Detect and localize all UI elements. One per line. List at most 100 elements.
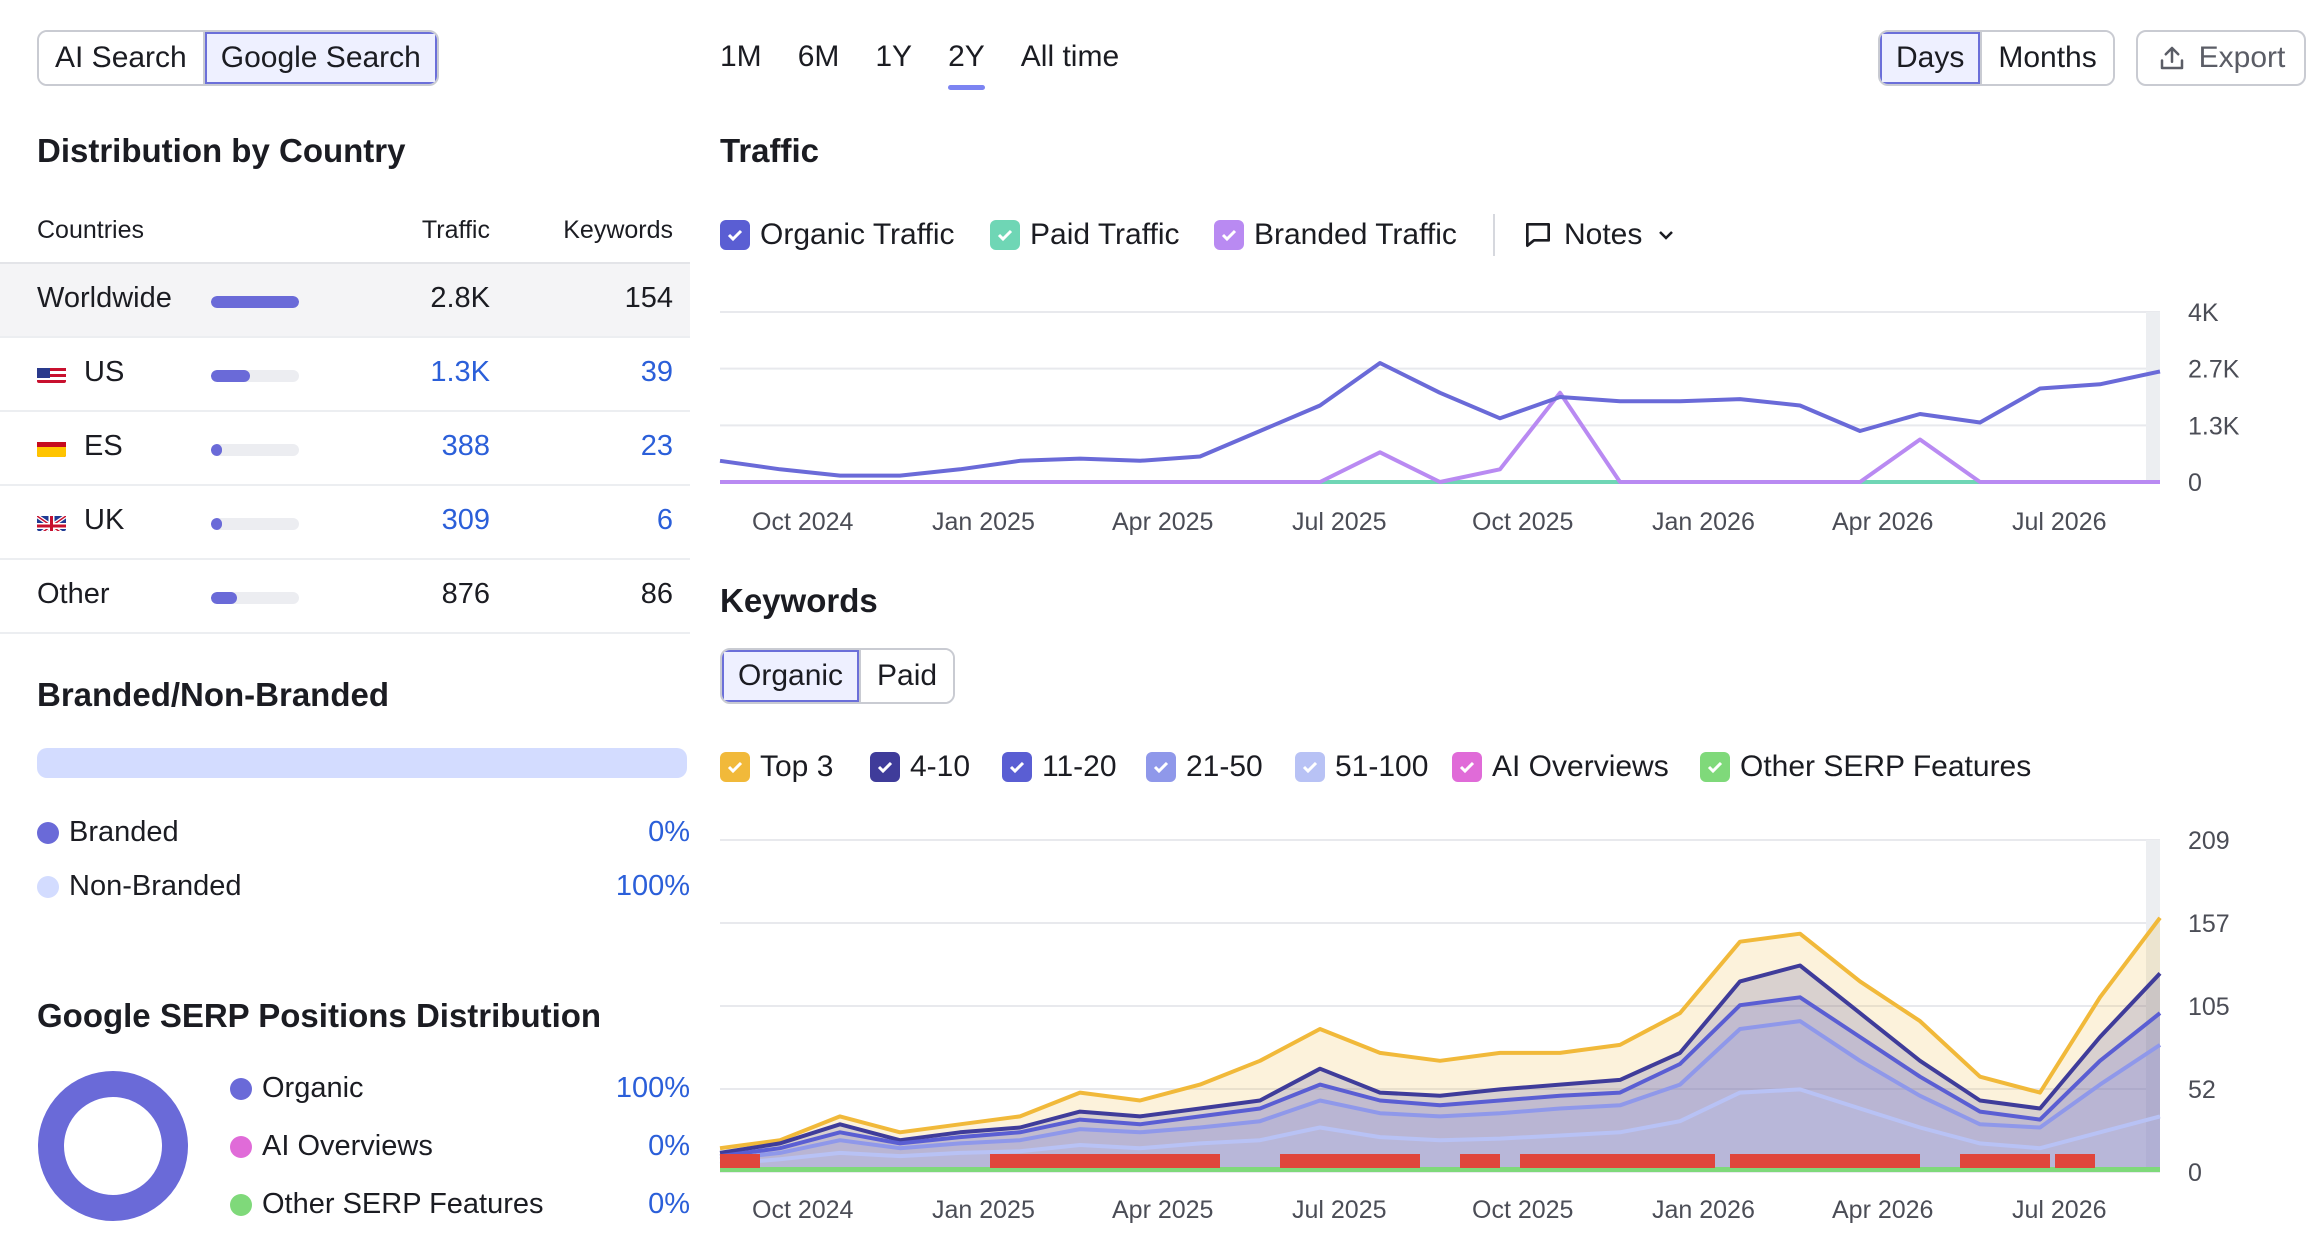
google-search-tab[interactable]: Google Search — [202, 32, 437, 84]
series-line-top-3[interactable] — [719, 916, 2162, 1151]
country-share-bar — [211, 370, 299, 382]
series-line-11-20[interactable] — [719, 995, 2162, 1159]
checkbox-icon — [720, 752, 750, 782]
y-tick-label: 0 — [2188, 469, 2202, 497]
country-traffic[interactable]: 388 — [441, 430, 490, 462]
es-flag-icon — [37, 437, 66, 457]
series-line-21-50[interactable] — [719, 1019, 2162, 1162]
country-label: UK — [84, 504, 125, 536]
series-line-51-100[interactable] — [719, 1087, 2161, 1167]
y-tick-label: 4K — [2188, 299, 2219, 327]
serp-ai-value: 0% — [648, 1130, 690, 1162]
country-share-bar — [211, 518, 299, 530]
note-icon — [1526, 223, 1550, 247]
series-line-organic-traffic[interactable] — [719, 361, 2161, 478]
country-traffic[interactable]: 309 — [441, 504, 490, 536]
months-tab[interactable]: Months — [1980, 32, 2113, 84]
paid-traffic-label: Paid Traffic — [1030, 218, 1180, 251]
notes-dropdown[interactable]: Notes — [1522, 218, 1678, 252]
x-tick-label: Jan 2025 — [932, 1196, 1035, 1224]
export-button[interactable]: Export — [2136, 30, 2306, 86]
country-traffic: 876 — [441, 578, 490, 610]
serp-feature-marker — [1655, 1154, 1715, 1168]
x-tick-label: Jan 2025 — [932, 508, 1035, 536]
countries-header: Countries — [37, 216, 144, 244]
paid-traffic-toggle[interactable]: Paid Traffic — [990, 218, 1180, 252]
keywords-header: Keywords — [563, 216, 673, 244]
country-traffic: 2.8K — [430, 282, 490, 314]
country-name: UK — [37, 504, 124, 537]
paid-keywords-tab[interactable]: Paid — [859, 650, 954, 702]
country-row-es[interactable]: ES 388 23 — [0, 412, 690, 486]
x-tick-label: Oct 2025 — [1472, 508, 1573, 536]
chevron-down-icon — [1659, 231, 1674, 240]
country-share-bar — [211, 444, 299, 456]
keyword-legend-21-50[interactable]: 21-50 — [1146, 750, 1263, 784]
organic-keywords-tab[interactable]: Organic — [722, 650, 860, 702]
traffic-title: Traffic — [720, 132, 820, 169]
serp-donut-chart — [38, 1071, 188, 1221]
country-row-worldwide[interactable]: Worldwide 2.8K 154 — [0, 264, 690, 338]
keyword-legend-ai-overviews[interactable]: AI Overviews — [1452, 750, 1669, 784]
series-line-branded-traffic[interactable] — [720, 390, 2160, 484]
x-tick-label: Apr 2025 — [1112, 1196, 1213, 1224]
serp-feature-marker — [2055, 1154, 2075, 1168]
country-label: US — [84, 356, 125, 388]
country-share-fill — [211, 592, 238, 604]
keyword-legend-label: Other SERP Features — [1740, 750, 2032, 783]
period-2y[interactable]: 2Y — [948, 40, 985, 90]
serp-feature-marker — [1730, 1154, 1810, 1168]
country-keywords: 86 — [640, 578, 673, 610]
keyword-legend-11-20[interactable]: 11-20 — [1002, 750, 1117, 784]
country-keywords[interactable]: 39 — [640, 356, 673, 388]
country-label: Worldwide — [37, 282, 172, 314]
country-row-uk[interactable]: UK 309 6 — [0, 486, 690, 560]
branded-traffic-toggle[interactable]: Branded Traffic — [1214, 218, 1457, 252]
country-name: ES — [37, 430, 123, 463]
keyword-legend-51-100[interactable]: 51-100 — [1295, 750, 1428, 784]
period-1m[interactable]: 1M — [720, 40, 762, 73]
keyword-legend-4-10[interactable]: 4-10 — [870, 750, 970, 784]
serp-feature-marker — [1520, 1154, 1580, 1168]
x-tick-label: Apr 2026 — [1832, 508, 1933, 536]
period-6m[interactable]: 6M — [797, 40, 840, 73]
country-name: US — [37, 356, 124, 389]
organic-traffic-toggle[interactable]: Organic Traffic — [720, 218, 955, 252]
series-area-51-100 — [720, 1089, 2160, 1172]
serp-feature-strip — [720, 1167, 2160, 1172]
x-tick-label: Apr 2025 — [1112, 508, 1213, 536]
country-name: Worldwide — [37, 282, 172, 315]
series-line-4-10[interactable] — [719, 963, 2162, 1155]
y-tick-label: 0 — [2188, 1159, 2202, 1187]
keyword-legend-top-3[interactable]: Top 3 — [720, 750, 833, 784]
keywords-chart[interactable]: 209 157 105 52 0 Oct 2024 Jan 2025 Apr 2025 Jul … — [719, 827, 2230, 1228]
country-row-us[interactable]: US 1.3K 39 — [0, 338, 690, 412]
y-tick-label: 209 — [2188, 827, 2230, 855]
x-tick-label: Apr 2026 — [1832, 1196, 1933, 1224]
days-tab[interactable]: Days — [1880, 32, 1981, 84]
serp-feature-marker — [1960, 1154, 2040, 1168]
export-label: Export — [2198, 41, 2286, 74]
keyword-legend-label: Top 3 — [760, 750, 834, 783]
keyword-legend-other-serp-features[interactable]: Other SERP Features — [1700, 750, 2031, 784]
serp-title: Google SERP Positions Distribution — [37, 997, 602, 1034]
organic-dot-icon — [230, 1077, 252, 1100]
serp-legend-organic: Organic — [230, 1072, 364, 1105]
country-row-other[interactable]: Other 876 86 — [0, 560, 690, 634]
traffic-chart[interactable]: 4K 2.7K 1.3K 0 Oct 2024 Jan 2025 Apr 2025 Jul 2… — [719, 299, 2240, 540]
country-keywords[interactable]: 23 — [640, 430, 673, 462]
serp-other-label: Other SERP Features — [262, 1188, 544, 1220]
serp-legend-ai: AI Overviews — [230, 1130, 433, 1163]
granularity-toggle: Days Months — [1878, 30, 2115, 86]
ai-search-tab[interactable]: AI Search — [39, 32, 203, 84]
country-keywords[interactable]: 6 — [656, 504, 673, 536]
y-tick-label: 2.7K — [2188, 356, 2240, 384]
serp-other-value: 0% — [648, 1188, 690, 1220]
serp-feature-marker — [1280, 1154, 1420, 1168]
period-1y[interactable]: 1Y — [875, 40, 913, 73]
period-all-time[interactable]: All time — [1020, 40, 1120, 73]
country-share-bar — [211, 296, 299, 308]
country-traffic[interactable]: 1.3K — [430, 356, 490, 388]
non-branded-dot-icon — [37, 875, 59, 898]
checkbox-icon — [990, 220, 1020, 250]
